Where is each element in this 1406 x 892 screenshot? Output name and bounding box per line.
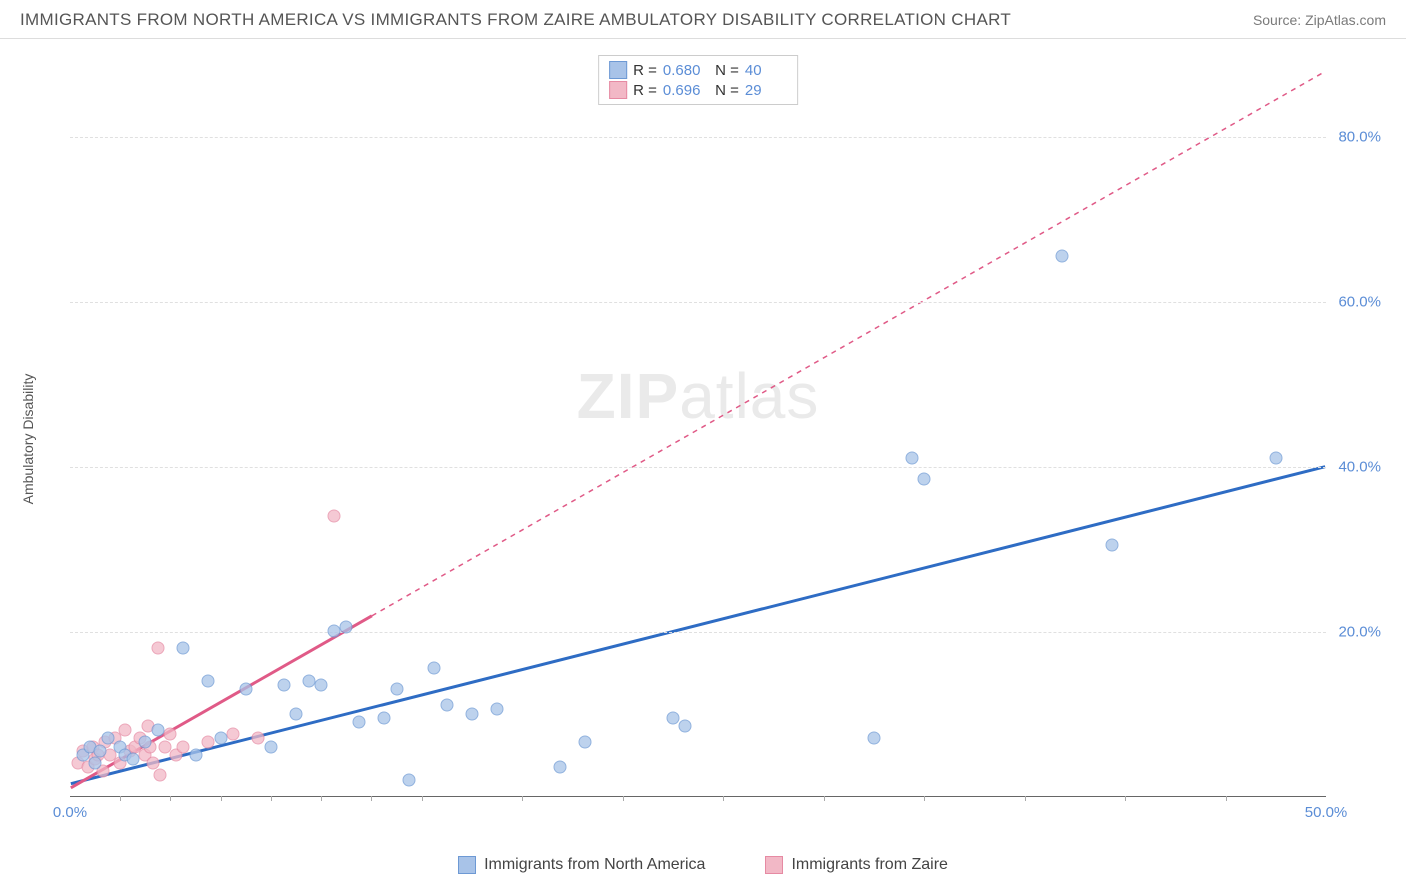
y-tick-label: 80.0% bbox=[1338, 129, 1381, 146]
x-minor-tick bbox=[623, 796, 624, 801]
gridline bbox=[70, 467, 1326, 468]
scatter-point bbox=[101, 732, 114, 745]
stats-row: R = 0.696 N = 29 bbox=[609, 80, 787, 100]
legend-swatch bbox=[458, 856, 476, 874]
legend-label: Immigrants from Zaire bbox=[791, 856, 947, 874]
chart-source: Source: ZipAtlas.com bbox=[1253, 12, 1386, 28]
scatter-point bbox=[867, 732, 880, 745]
trend-line-dashed bbox=[372, 71, 1325, 615]
x-minor-tick bbox=[271, 796, 272, 801]
scatter-point bbox=[1106, 538, 1119, 551]
scatter-point bbox=[428, 662, 441, 675]
x-tick-label: 50.0% bbox=[1305, 804, 1348, 821]
chart-header: IMMIGRANTS FROM NORTH AMERICA VS IMMIGRA… bbox=[0, 0, 1406, 39]
gridline bbox=[70, 137, 1326, 138]
x-minor-tick bbox=[1025, 796, 1026, 801]
scatter-point bbox=[264, 740, 277, 753]
scatter-point bbox=[89, 757, 102, 770]
chart-area: Ambulatory Disability ZIPatlas R =0.680 … bbox=[50, 55, 1386, 822]
stats-n-value: 29 bbox=[745, 82, 787, 99]
scatter-point bbox=[378, 711, 391, 724]
scatter-point bbox=[340, 621, 353, 634]
stats-row: R = 0.680 N = 40 bbox=[609, 60, 787, 80]
scatter-point bbox=[440, 699, 453, 712]
scatter-point bbox=[119, 724, 132, 737]
scatter-point bbox=[227, 728, 240, 741]
scatter-point bbox=[679, 719, 692, 732]
scatter-point bbox=[239, 682, 252, 695]
scatter-point bbox=[352, 715, 365, 728]
x-minor-tick bbox=[522, 796, 523, 801]
scatter-point bbox=[290, 707, 303, 720]
plot-region: ZIPatlas R =0.680 N =40R =0.696 N =29 20… bbox=[70, 55, 1326, 797]
bottom-legend: Immigrants from North America Immigrants … bbox=[0, 856, 1406, 874]
stats-r-value: 0.680 bbox=[663, 62, 705, 79]
scatter-point bbox=[202, 736, 215, 749]
scatter-point bbox=[177, 641, 190, 654]
stats-r-label: R = bbox=[633, 62, 657, 79]
x-minor-tick bbox=[170, 796, 171, 801]
scatter-point bbox=[177, 740, 190, 753]
stats-r-label: R = bbox=[633, 82, 657, 99]
correlation-stats-box: R = 0.680 N = 40 R = 0.696 N = 29 bbox=[598, 55, 798, 105]
scatter-point bbox=[164, 728, 177, 741]
scatter-point bbox=[202, 674, 215, 687]
scatter-point bbox=[918, 472, 931, 485]
y-axis-label: Ambulatory Disability bbox=[20, 373, 36, 504]
x-tick-label: 0.0% bbox=[53, 804, 87, 821]
x-minor-tick bbox=[422, 796, 423, 801]
scatter-point bbox=[94, 744, 107, 757]
trend-lines-svg bbox=[70, 55, 1326, 796]
x-minor-tick bbox=[824, 796, 825, 801]
x-minor-tick bbox=[1226, 796, 1227, 801]
legend-swatch bbox=[609, 61, 627, 79]
scatter-point bbox=[126, 752, 139, 765]
chart-title: IMMIGRANTS FROM NORTH AMERICA VS IMMIGRA… bbox=[20, 10, 1011, 30]
scatter-point bbox=[553, 761, 566, 774]
x-minor-tick bbox=[120, 796, 121, 801]
stats-n-label: N = bbox=[711, 82, 739, 99]
scatter-point bbox=[1269, 451, 1282, 464]
x-minor-tick bbox=[221, 796, 222, 801]
y-tick-label: 40.0% bbox=[1338, 459, 1381, 476]
scatter-point bbox=[327, 509, 340, 522]
legend-item: Immigrants from Zaire bbox=[765, 856, 947, 874]
scatter-point bbox=[327, 625, 340, 638]
x-minor-tick bbox=[321, 796, 322, 801]
scatter-point bbox=[146, 757, 159, 770]
legend-swatch bbox=[765, 856, 783, 874]
x-minor-tick bbox=[1125, 796, 1126, 801]
scatter-point bbox=[905, 451, 918, 464]
gridline bbox=[70, 632, 1326, 633]
scatter-point bbox=[139, 736, 152, 749]
scatter-point bbox=[491, 703, 504, 716]
scatter-point bbox=[214, 732, 227, 745]
gridline bbox=[70, 302, 1326, 303]
scatter-point bbox=[151, 641, 164, 654]
scatter-point bbox=[465, 707, 478, 720]
scatter-point bbox=[189, 748, 202, 761]
y-tick-label: 20.0% bbox=[1338, 624, 1381, 641]
x-minor-tick bbox=[723, 796, 724, 801]
scatter-point bbox=[403, 773, 416, 786]
x-minor-tick bbox=[924, 796, 925, 801]
x-minor-tick bbox=[371, 796, 372, 801]
scatter-point bbox=[315, 678, 328, 691]
y-tick-label: 60.0% bbox=[1338, 294, 1381, 311]
scatter-point bbox=[302, 674, 315, 687]
legend-label: Immigrants from North America bbox=[484, 856, 705, 874]
scatter-point bbox=[390, 682, 403, 695]
scatter-point bbox=[154, 769, 167, 782]
legend-item: Immigrants from North America bbox=[458, 856, 705, 874]
scatter-point bbox=[277, 678, 290, 691]
scatter-point bbox=[151, 724, 164, 737]
legend-swatch bbox=[609, 81, 627, 99]
stats-n-value: 40 bbox=[745, 62, 787, 79]
stats-n-label: N = bbox=[711, 62, 739, 79]
scatter-point bbox=[578, 736, 591, 749]
scatter-point bbox=[1056, 250, 1069, 263]
scatter-point bbox=[252, 732, 265, 745]
scatter-point bbox=[666, 711, 679, 724]
stats-r-value: 0.696 bbox=[663, 82, 705, 99]
